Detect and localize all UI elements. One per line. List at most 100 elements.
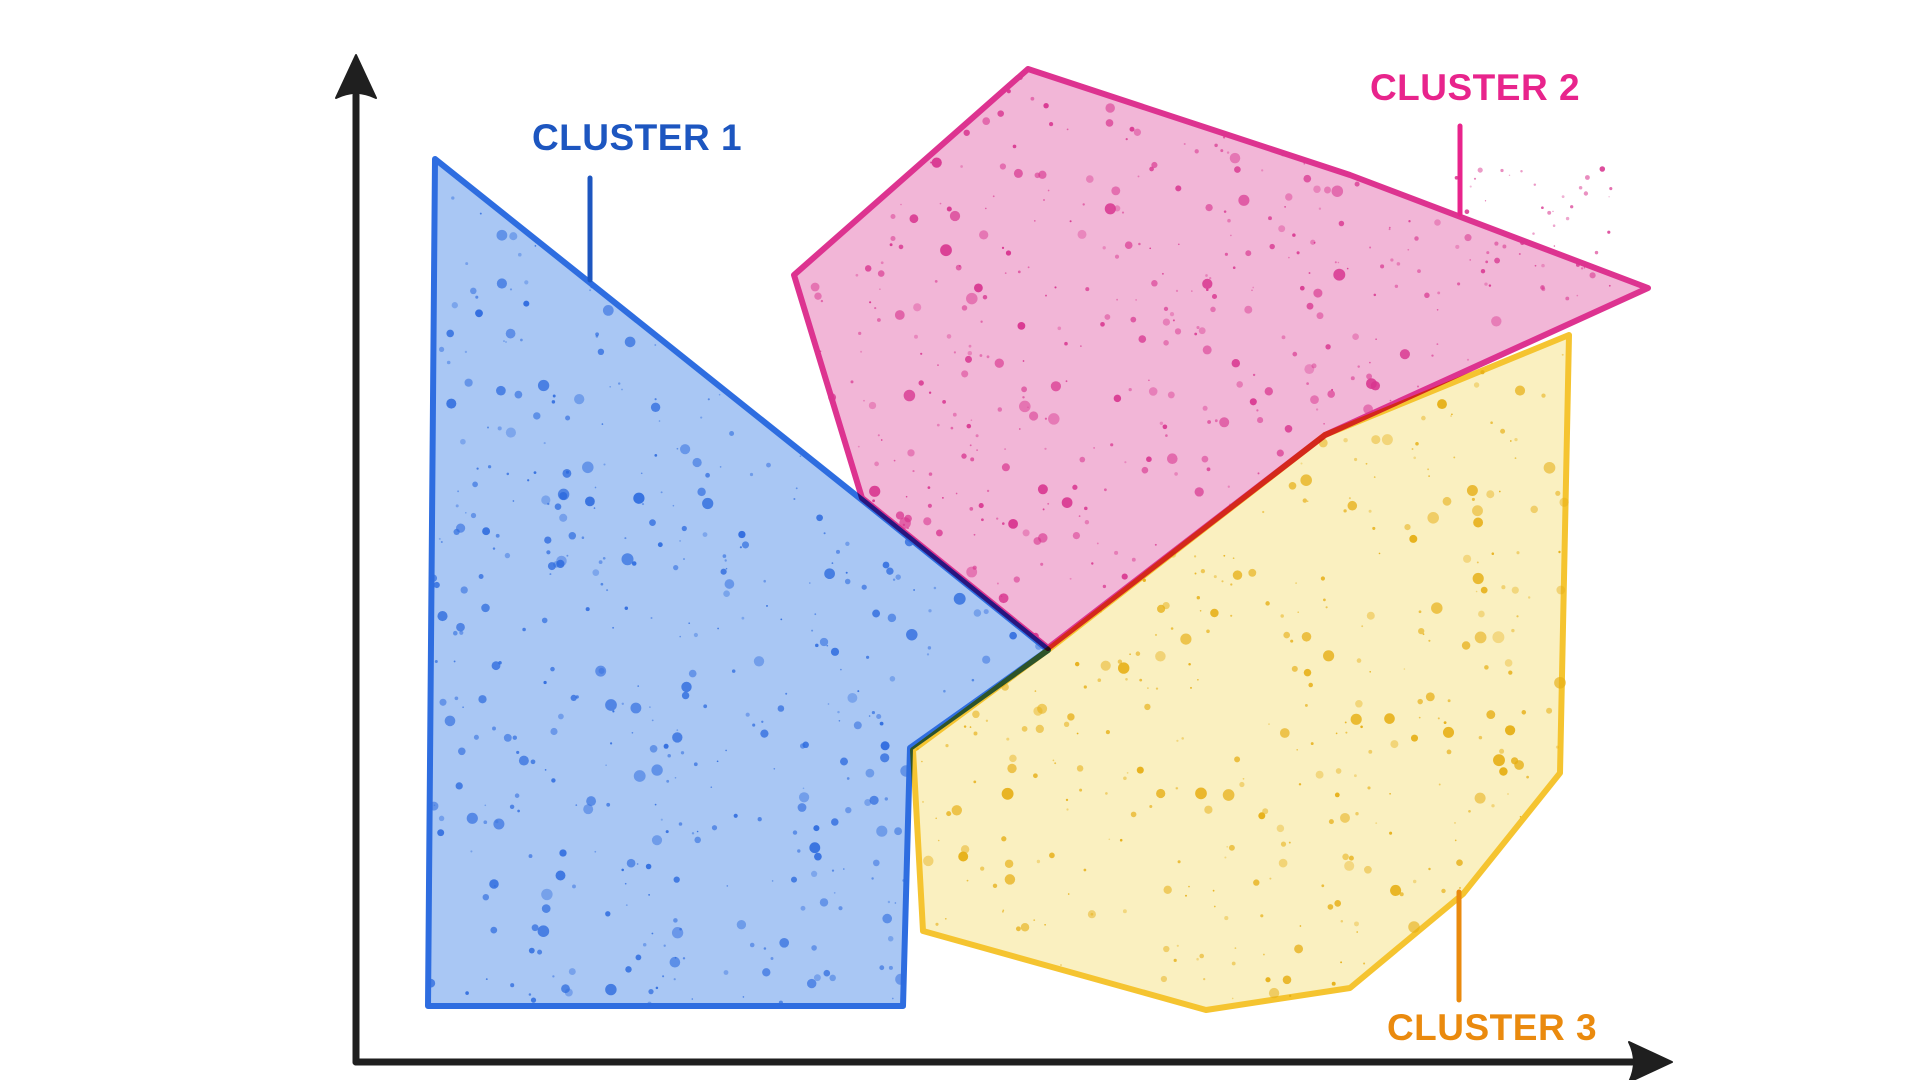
cluster-2-dot [979, 354, 983, 357]
cluster-1-dot [631, 561, 637, 566]
cluster-3-dot [1478, 610, 1485, 618]
cluster-2-dot [874, 307, 877, 310]
cluster-3-dot [1130, 811, 1137, 818]
cluster-3-dot [1437, 399, 1447, 410]
cluster-1-dot [971, 678, 975, 682]
cluster-1-dot [624, 537, 627, 540]
cluster-2-dot [1096, 542, 1099, 545]
axes [335, 54, 1673, 1080]
cluster-3-dot [1368, 749, 1373, 754]
cluster-1-dot [880, 741, 890, 751]
cluster-2-dot [950, 426, 954, 430]
cluster-2-dot [1043, 103, 1049, 109]
cluster-2-label: CLUSTER 2 [1370, 67, 1580, 108]
cluster-3-dot [1155, 651, 1166, 662]
cluster-1-dot [773, 767, 776, 770]
cluster-3-dot [1079, 788, 1083, 792]
cluster-1-dot [663, 944, 666, 947]
cluster-1-dot [672, 732, 683, 743]
cluster-3-dot [1052, 759, 1055, 762]
cluster-1-dot [630, 702, 642, 714]
cluster-2-dot [1141, 466, 1149, 474]
cluster-3-dot [1421, 415, 1426, 421]
cluster-1-dot [840, 757, 848, 766]
cluster-3-dot [1224, 916, 1229, 921]
cluster-3-dot [1389, 831, 1393, 835]
cluster-2-dot [1047, 189, 1050, 192]
cluster-2-dot [1004, 272, 1007, 274]
cluster-3-dot [1437, 717, 1440, 720]
cluster-3-dot [1490, 421, 1493, 425]
cluster-3-dot [1001, 683, 1009, 691]
cluster-1-dot [683, 558, 685, 560]
cluster-1-dot [582, 461, 594, 474]
cluster-1-dot [650, 402, 661, 413]
cluster-2-dot [880, 261, 884, 265]
cluster-3-dot [1213, 905, 1216, 908]
cluster-1-dot [585, 607, 590, 612]
cluster-3-dot [1559, 497, 1569, 507]
cluster-2-spray-dot [1584, 175, 1590, 180]
cluster-2-dot [1226, 151, 1230, 154]
cluster-2-dot [1082, 203, 1085, 206]
cluster-3-dot [1231, 961, 1236, 966]
cluster-3-dot [1306, 500, 1309, 503]
cluster-3-dot [1002, 910, 1004, 913]
cluster-3-dot [1558, 550, 1561, 554]
x-axis-arrow-icon [1628, 1041, 1673, 1080]
cluster-3-dot [1366, 611, 1375, 620]
cluster-3-dot [1196, 596, 1200, 600]
cluster-1-dot [830, 647, 840, 656]
cluster-2-dot [986, 355, 990, 359]
cluster-1-dot [809, 842, 821, 854]
cluster-1-dot [913, 589, 915, 591]
cluster-1-dot [696, 830, 699, 833]
cluster-3-dot [1504, 725, 1516, 736]
cluster-1-dot [725, 749, 727, 752]
cluster-3-dot [1335, 732, 1338, 735]
cluster-2-dot [1061, 497, 1073, 508]
cluster-2-dot [968, 344, 972, 348]
cluster-1-dot [736, 920, 747, 930]
cluster-2-dot [930, 161, 933, 164]
cluster-2-dot [1111, 186, 1121, 196]
cluster-3-dot [1221, 580, 1224, 583]
cluster-1-dot [451, 302, 458, 309]
cluster-3-dot [1200, 568, 1206, 574]
cluster-3-dot [1074, 661, 1080, 667]
cluster-1-dot [454, 696, 459, 701]
cluster-2-spray-dot [1553, 245, 1556, 247]
cluster-3-dot [1491, 552, 1495, 555]
cluster-3-dot [1334, 792, 1340, 798]
cluster-2-dot [1022, 396, 1025, 399]
cluster-1-dot [888, 965, 893, 970]
cluster-2-dot [1161, 272, 1164, 275]
cluster-3-dot [1147, 687, 1149, 689]
cluster-1-dot [651, 764, 663, 776]
cluster-1-dot [799, 455, 802, 458]
cluster-2-dot [1589, 272, 1596, 279]
cluster-1-dot [798, 792, 810, 803]
cluster-1-dot [543, 442, 546, 445]
cluster-2-dot [1008, 518, 1019, 529]
cluster-2-dot [1318, 207, 1322, 210]
cluster-2-dot [1022, 529, 1030, 537]
cluster-3-dot [1099, 610, 1103, 613]
cluster-3-dot [1350, 713, 1362, 725]
cluster-3-dot [1519, 815, 1522, 818]
cluster-1-dot [757, 817, 762, 822]
cluster-2-spray-dot [1583, 191, 1589, 196]
cluster-1-dot [702, 497, 714, 510]
cluster-3-dot [1348, 855, 1354, 861]
cluster-3-dot [1020, 922, 1030, 932]
cluster-2-dot [1338, 220, 1345, 227]
cluster-2-spray-dot [1473, 177, 1477, 180]
cluster-3-dot [1289, 994, 1292, 998]
cluster-3-dot [1527, 596, 1531, 599]
cluster-3-dot [1195, 787, 1207, 800]
cluster-2-dot [1576, 294, 1579, 297]
cluster-3-dot [1498, 490, 1501, 493]
cluster-2-dot [970, 419, 973, 422]
cluster-3-dot [1428, 867, 1431, 871]
cluster-2-dot [1249, 398, 1257, 406]
